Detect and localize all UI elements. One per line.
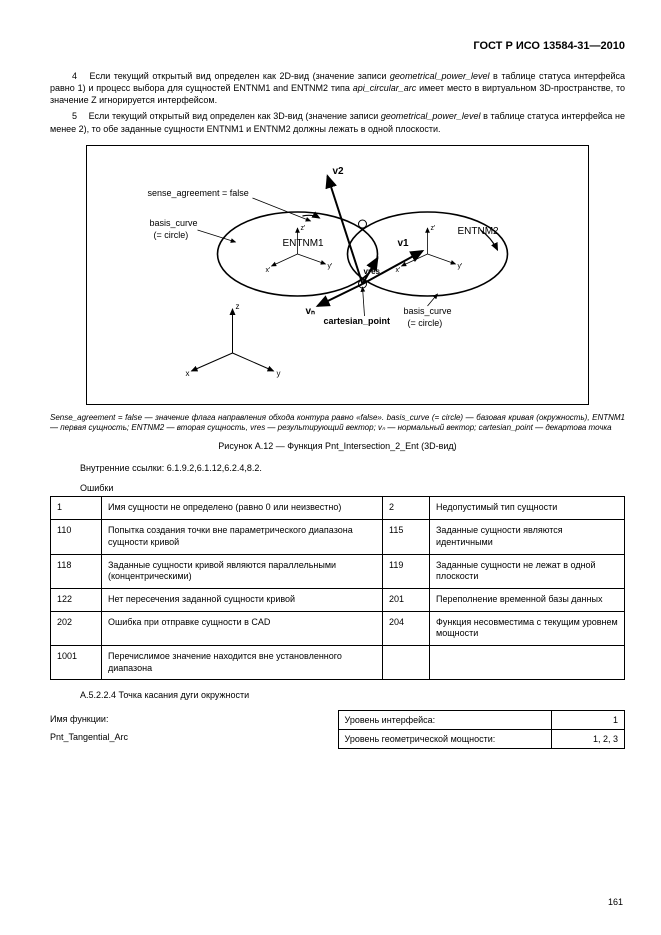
error-desc: Перечислимое значение находится вне уста…	[102, 645, 383, 679]
error-code: 115	[383, 520, 430, 554]
function-block: Имя функции: Pnt_Tangential_Arc Уровень …	[50, 710, 625, 749]
function-name-value: Pnt_Tangential_Arc	[50, 732, 338, 742]
error-code: 1001	[51, 645, 102, 679]
error-code: 2	[383, 497, 430, 520]
paragraph-4: 4 Если текущий открытый вид определен ка…	[50, 70, 625, 106]
error-desc: Переполнение временной базы данных	[430, 588, 625, 611]
section-heading: А.5.2.2.4 Точка касания дуги окружности	[80, 690, 625, 700]
error-desc: Заданные сущности кривой являются паралл…	[102, 554, 383, 588]
svg-text:x': x'	[396, 267, 401, 274]
levels-table: Уровень интерфейса: 1 Уровень геометриче…	[338, 710, 626, 749]
error-desc: Нет пересечения заданной сущности кривой	[102, 588, 383, 611]
error-code: 110	[51, 520, 102, 554]
entnm1-label: ENTNM1	[283, 238, 325, 249]
v1-label: v1	[398, 238, 410, 249]
error-desc: Заданные сущности являются идентичными	[430, 520, 625, 554]
error-code: 118	[51, 554, 102, 588]
v2-label: v2	[333, 166, 345, 177]
levels-if-label: Уровень интерфейса:	[338, 711, 552, 730]
error-desc: Имя сущности не определено (равно 0 или …	[102, 497, 383, 520]
levels-geom-value: 1, 2, 3	[552, 730, 625, 749]
entnm2-label: ENTNM2	[458, 226, 500, 237]
figure-title: Рисунок А.12 — Функция Pnt_Intersection_…	[50, 441, 625, 451]
error-code: 1	[51, 497, 102, 520]
error-desc: Функция несовместима с текущим уровнем м…	[430, 611, 625, 645]
figure-caption: Sense_agreement = false — значение флага…	[50, 413, 625, 434]
cartesian-point-label: cartesian_point	[324, 316, 391, 326]
figure-box: z y x z' y' x' z'	[86, 145, 589, 405]
table-row: 122Нет пересечения заданной сущности кри…	[51, 588, 625, 611]
error-code: 202	[51, 611, 102, 645]
axis-z-label: z	[236, 302, 240, 311]
table-row: 202Ошибка при отправке сущности в CAD204…	[51, 611, 625, 645]
figure-container: z y x z' y' x' z'	[86, 145, 589, 405]
vres-label: vres	[364, 267, 381, 276]
para-num: 4	[50, 70, 86, 82]
error-desc: Заданные сущности не лежат в одной плоск…	[430, 554, 625, 588]
sense-agreement-label: sense_agreement = false	[148, 188, 249, 198]
levels-geom-label: Уровень геометрической мощности:	[338, 730, 552, 749]
page-number: 161	[608, 897, 623, 907]
basis-curve-right-label: basis_curve	[404, 306, 452, 316]
svg-text:y': y'	[328, 263, 333, 270]
errors-table: 1Имя сущности не определено (равно 0 или…	[50, 496, 625, 680]
table-row: 1Имя сущности не определено (равно 0 или…	[51, 497, 625, 520]
basis-curve-left2-label: (= circle)	[154, 230, 189, 240]
axis-x-label: x	[186, 369, 190, 378]
error-desc	[430, 645, 625, 679]
error-desc: Ошибка при отправке сущности в CAD	[102, 611, 383, 645]
error-code: 204	[383, 611, 430, 645]
vn-label: vₙ	[306, 306, 316, 317]
para-num: 5	[50, 110, 86, 122]
paragraph-5: 5 Если текущий открытый вид определен ка…	[50, 110, 625, 134]
svg-text:z': z'	[431, 225, 436, 232]
error-code: 122	[51, 588, 102, 611]
table-row: 1001Перечислимое значение находится вне …	[51, 645, 625, 679]
errors-label: Ошибки	[80, 483, 625, 493]
levels-if-value: 1	[552, 711, 625, 730]
error-desc: Недопустимый тип сущности	[430, 497, 625, 520]
basis-curve-right2-label: (= circle)	[408, 318, 443, 328]
geometry-diagram: z y x z' y' x' z'	[87, 146, 588, 404]
table-row: 110Попытка создания точки вне параметрич…	[51, 520, 625, 554]
error-desc: Попытка создания точки вне параметрическ…	[102, 520, 383, 554]
error-code	[383, 645, 430, 679]
function-name-label: Имя функции:	[50, 714, 338, 724]
svg-text:y': y'	[458, 263, 463, 270]
error-code: 201	[383, 588, 430, 611]
axis-y-label: y	[277, 369, 281, 378]
svg-text:x': x'	[266, 267, 271, 274]
document-id: ГОСТ Р ИСО 13584-31—2010	[50, 40, 625, 52]
basis-curve-left-label: basis_curve	[150, 218, 198, 228]
internal-links: Внутренние ссылки: 6.1.9.2,6.1.12,6.2.4,…	[80, 463, 625, 473]
error-code: 119	[383, 554, 430, 588]
svg-text:z': z'	[301, 225, 306, 232]
table-row: 118Заданные сущности кривой являются пар…	[51, 554, 625, 588]
